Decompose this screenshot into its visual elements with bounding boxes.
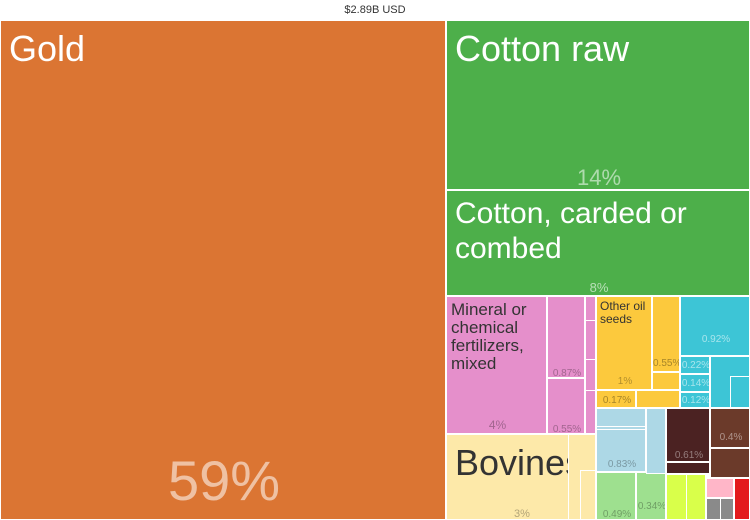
treemap-minor-tile[interactable]: [596, 426, 646, 430]
tile-share: 0.34%: [637, 501, 666, 512]
tile-label: Cotton raw: [455, 28, 630, 69]
treemap-minor-tile[interactable]: [585, 390, 596, 434]
tile-label: Gold: [9, 28, 86, 69]
treemap-tile-cotton-carded[interactable]: Cotton, carded or combed 8%: [446, 190, 750, 296]
treemap-tile-fertilizers[interactable]: Mineral or chemical fertilizers, mixed 4%: [446, 296, 547, 434]
tile-label: Other oil seeds: [600, 299, 646, 326]
treemap-minor-tile[interactable]: [730, 376, 750, 408]
tile-share: 0.83%: [607, 459, 637, 470]
tile-share: 0.12%: [681, 395, 710, 406]
tile-share: 0.55%: [653, 358, 680, 369]
treemap-tile-pink-small[interactable]: [706, 478, 734, 498]
treemap-tile-oil-seeds[interactable]: Other oil seeds 1%: [596, 296, 652, 390]
treemap-tile-lightblue-083[interactable]: 0.83%: [596, 408, 646, 472]
treemap-tile-darkred-061[interactable]: 0.61%: [666, 408, 710, 462]
treemap-minor-tile[interactable]: [585, 320, 596, 360]
treemap-minor-tile[interactable]: [710, 448, 750, 478]
treemap-minor-tile[interactable]: [652, 372, 680, 390]
treemap-tile-yellow-017[interactable]: 0.17%: [596, 390, 636, 408]
treemap-tile-cotton-raw[interactable]: Cotton raw 14%: [446, 20, 750, 190]
total-value-header: $2.89B USD: [344, 4, 406, 16]
treemap-tile-gold[interactable]: Gold 59%: [0, 20, 446, 520]
tile-share: 14%: [576, 165, 622, 190]
treemap-minor-tile[interactable]: [686, 474, 706, 520]
tile-label: Bovines: [455, 442, 584, 483]
treemap-tile-pink-055[interactable]: 0.55%: [547, 378, 585, 434]
treemap-tile-cyan-014[interactable]: 0.14%: [680, 374, 710, 392]
tile-label: Mineral or chemical fertilizers, mixed: [451, 300, 527, 373]
tile-share: 0.14%: [681, 378, 710, 389]
treemap-tile-green-034[interactable]: 0.34%: [636, 472, 666, 520]
treemap-tile-green-049[interactable]: 0.49%: [596, 472, 636, 520]
treemap-tile-brown-04[interactable]: 0.4%: [710, 408, 750, 448]
tile-label: Cotton, carded or combed: [455, 197, 687, 265]
tile-share: 8%: [589, 280, 609, 295]
treemap-tile-red-small[interactable]: [734, 478, 750, 520]
tile-share: 59%: [167, 449, 281, 512]
treemap-minor-tile[interactable]: [636, 390, 680, 408]
tile-share: 0.92%: [701, 334, 731, 345]
treemap-tile-cyan-012[interactable]: 0.12%: [680, 392, 710, 408]
treemap-minor-tile[interactable]: [666, 462, 710, 474]
tile-share: 0.55%: [552, 424, 582, 434]
tile-share: 0.61%: [674, 450, 704, 461]
treemap-tile-cyan-092[interactable]: 0.92%: [680, 296, 750, 356]
treemap-tile-pink-087[interactable]: 0.87%: [547, 296, 585, 378]
tile-share: 1%: [617, 376, 633, 387]
treemap-chart: Gold 59% Cotton raw 14% Cotton, carded or co…: [0, 20, 750, 520]
tile-share: 4%: [488, 418, 507, 432]
tile-share: 0.4%: [719, 432, 743, 443]
treemap-minor-tile[interactable]: [580, 470, 596, 520]
treemap-minor-tile[interactable]: [720, 498, 734, 520]
tile-share: 3%: [514, 508, 530, 520]
tile-share: 0.87%: [552, 368, 582, 378]
treemap-tile-cyan-022[interactable]: 0.22%: [680, 356, 710, 374]
tile-share: 0.17%: [602, 395, 632, 406]
treemap-minor-tile[interactable]: [646, 408, 666, 474]
tile-share: 0.22%: [681, 360, 710, 371]
treemap-tile-yellow-055[interactable]: 0.55%: [652, 296, 680, 372]
tile-share: 0.49%: [602, 509, 632, 520]
